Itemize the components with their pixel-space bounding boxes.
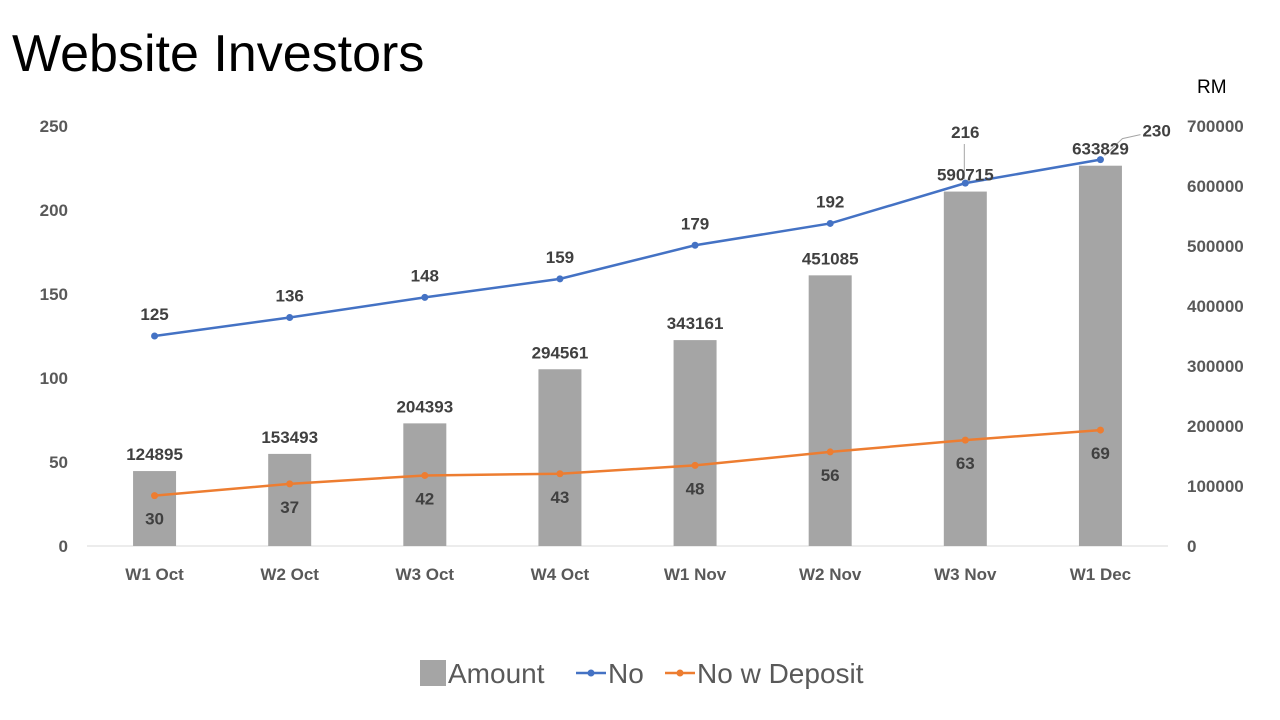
series-no-w-deposit-point — [691, 461, 699, 469]
legend-label-no: No — [608, 658, 644, 689]
legend-label-no-w-deposit: No w Deposit — [697, 658, 864, 689]
data-label-amount: 343161 — [667, 314, 724, 333]
y-right-tick-label: 0 — [1187, 537, 1196, 556]
bar-amount — [673, 340, 717, 546]
series-no-point — [826, 219, 834, 227]
data-label-amount: 204393 — [396, 397, 453, 416]
x-tick-label: W2 Nov — [799, 565, 862, 584]
data-label-no: 159 — [546, 248, 574, 267]
series-no-w-deposit-point — [286, 480, 294, 488]
data-label-no-w-deposit: 69 — [1091, 444, 1110, 463]
series-no-point — [961, 179, 969, 187]
data-label-amount: 124895 — [126, 445, 183, 464]
data-label-amount: 590715 — [937, 166, 994, 185]
data-label-no-w-deposit: 43 — [550, 488, 569, 507]
series-no-w-deposit-point — [961, 436, 969, 444]
data-label-no-w-deposit: 30 — [145, 510, 164, 529]
data-label-amount: 633829 — [1072, 140, 1129, 159]
bar-amount — [808, 275, 852, 546]
y-right-tick-label: 500000 — [1187, 237, 1244, 256]
y-right-tick-label: 600000 — [1187, 177, 1244, 196]
y-right-tick-label: 700000 — [1187, 117, 1244, 136]
y-left-tick-label: 150 — [40, 285, 68, 304]
bar-amount — [538, 369, 582, 546]
x-tick-label: W3 Nov — [934, 565, 997, 584]
bar-amount — [268, 453, 312, 546]
data-label-no: 230 — [1142, 122, 1170, 141]
data-label-no: 192 — [816, 192, 844, 211]
data-label-no-w-deposit: 56 — [821, 466, 840, 485]
data-label-no: 136 — [276, 287, 304, 306]
y-left-tick-label: 100 — [40, 369, 68, 388]
data-label-amount: 294561 — [532, 343, 589, 362]
x-tick-label: W1 Dec — [1070, 565, 1131, 584]
data-label-no: 179 — [681, 214, 709, 233]
y-left-tick-label: 200 — [40, 201, 68, 220]
x-tick-label: W1 Nov — [664, 565, 727, 584]
data-label-no-w-deposit: 42 — [415, 489, 434, 508]
series-no-w-deposit-point — [826, 448, 834, 456]
series-no-w-deposit-point — [556, 470, 564, 478]
series-no-point — [286, 314, 294, 322]
y-right-tick-label: 400000 — [1187, 297, 1244, 316]
series-no-point — [691, 241, 699, 249]
data-label-amount: 153493 — [261, 428, 318, 447]
y-left-tick-label: 0 — [59, 537, 68, 556]
series-no-w-deposit-point — [151, 492, 159, 500]
series-no-line — [154, 158, 1101, 338]
chart-title: Website Investors — [12, 25, 425, 83]
x-tick-label: W1 Oct — [125, 565, 184, 584]
x-tick-label: W4 Oct — [531, 565, 590, 584]
series-no-point — [1096, 156, 1104, 164]
bar-amount — [1078, 165, 1122, 546]
series-no-w-deposit-point — [421, 471, 429, 479]
series-no-point — [556, 275, 564, 283]
data-label-no: 216 — [951, 123, 979, 142]
y-right-unit-label: RM — [1197, 77, 1227, 98]
legend-swatch-no-w-deposit-marker — [676, 669, 684, 677]
y-right-tick-label: 200000 — [1187, 417, 1244, 436]
legend-swatch-no-marker — [587, 669, 595, 677]
legend-swatch-amount — [420, 660, 446, 686]
y-right-tick-label: 100000 — [1187, 477, 1244, 496]
y-left-tick-label: 250 — [40, 117, 68, 136]
y-right-tick-label: 300000 — [1187, 357, 1244, 376]
data-label-leader — [1104, 134, 1141, 156]
series-no-point — [421, 293, 429, 301]
data-label-no: 148 — [411, 266, 439, 285]
bar-amount — [133, 471, 177, 546]
series-no-w-deposit-point — [1096, 426, 1104, 434]
data-label-no-w-deposit: 48 — [686, 479, 705, 498]
data-label-amount: 451085 — [802, 249, 859, 268]
data-label-no-w-deposit: 37 — [280, 498, 299, 517]
data-label-no: 125 — [140, 305, 168, 324]
y-left-tick-label: 50 — [49, 453, 68, 472]
bar-amount — [403, 423, 447, 546]
legend-label-amount: Amount — [448, 658, 545, 689]
series-no-point — [151, 332, 159, 340]
series-no-w-deposit-line — [154, 428, 1101, 497]
bar-amount — [943, 191, 987, 547]
data-label-no-w-deposit: 63 — [956, 454, 975, 473]
x-tick-label: W3 Oct — [396, 565, 455, 584]
x-tick-label: W2 Oct — [260, 565, 319, 584]
